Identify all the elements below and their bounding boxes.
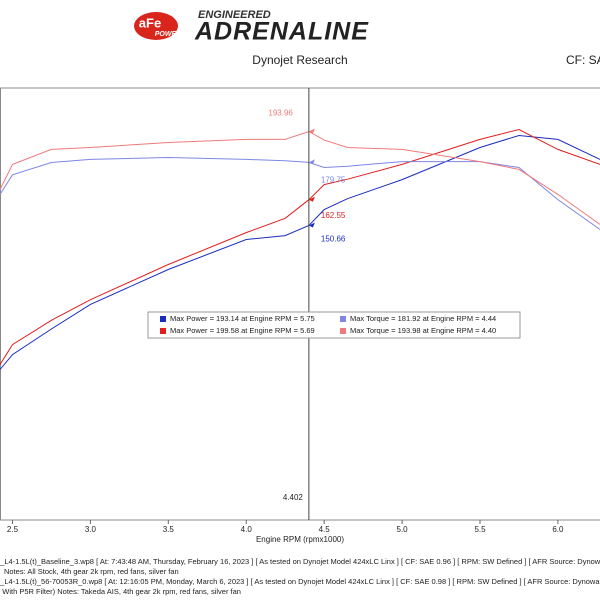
cursor-marker <box>308 128 315 134</box>
x-tick-label: 5.5 <box>474 525 486 534</box>
data-label: 193.96 <box>268 109 293 118</box>
legend-entry: Max Torque = 181.92 at Engine RPM = 4.44 <box>350 314 496 323</box>
legend-swatch <box>340 316 346 322</box>
legend-swatch <box>160 328 166 334</box>
x-axis-label: Engine RPM (rpmx1000) <box>256 535 344 544</box>
footer-line: 2_L4-1.5L(t)_56-70053R_0.wp8 [ At: 12:16… <box>0 577 600 586</box>
data-label: 162.55 <box>321 211 346 220</box>
legend-swatch <box>160 316 166 322</box>
brand-sub: POWER <box>155 31 181 38</box>
x-tick-label: 2.5 <box>7 525 19 534</box>
series-line <box>0 130 600 225</box>
cursor-marker <box>308 222 315 228</box>
x-tick-label: 4.5 <box>319 525 331 534</box>
legend-swatch <box>340 328 346 334</box>
cursor-label: 4.402 <box>283 493 304 502</box>
x-tick-label: 5.0 <box>397 525 409 534</box>
brand: aFe <box>139 15 161 30</box>
legend-box <box>147 311 521 339</box>
cursor-marker <box>308 196 315 202</box>
logo-badge <box>134 12 178 40</box>
legend-entry: Max Power = 193.14 at Engine RPM = 5.75 <box>170 314 315 323</box>
data-label: 179.75 <box>321 175 346 184</box>
corner-text: CF: SA <box>566 53 600 67</box>
plot-frame <box>0 87 600 521</box>
x-tick-label: 4.0 <box>241 525 253 534</box>
x-tick-label: 3.0 <box>85 525 97 534</box>
series-line <box>0 156 600 230</box>
footer-line: Notes: All Stock, 4th gear 2k rpm, red f… <box>4 567 179 576</box>
brand-title: ADRENALINE <box>194 18 369 46</box>
footer-line: 5 With P5R Filter) Notes: Takeda AIS, 4t… <box>0 587 241 596</box>
legend-entry: Max Torque = 193.98 at Engine RPM = 4.40 <box>350 326 496 335</box>
kicker: ENGINEERED <box>198 9 271 21</box>
cursor-marker <box>308 159 315 165</box>
data-label: 150.66 <box>321 235 346 244</box>
subtitle: Dynojet Research <box>252 53 347 67</box>
x-tick-label: 3.5 <box>163 525 175 534</box>
footer-line: 2_L4-1.5L(t)_Baseline_3.wp8 [ At: 7:43:4… <box>0 557 600 566</box>
legend-entry: Max Power = 199.58 at Engine RPM = 5.69 <box>170 326 315 335</box>
x-tick-label: 6.0 <box>552 525 564 534</box>
